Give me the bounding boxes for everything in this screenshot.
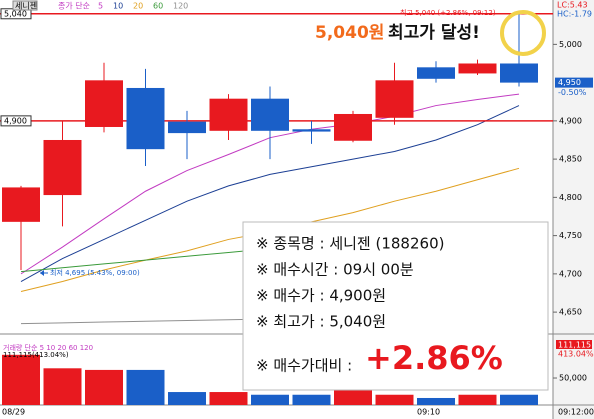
callout-price: 5,040원 (315, 23, 384, 43)
hline-label: 5,040 (4, 9, 27, 18)
legend-entry: 20 (133, 2, 143, 11)
stock-tab (12, 0, 38, 11)
candle-body (417, 67, 455, 79)
volume-current-box (556, 340, 592, 349)
lc: LC:5.43 (557, 1, 588, 10)
callout-text: 최고가 달성! (388, 22, 480, 43)
overlay: 세니젠 종가 단순 LC:5.43 HC:-1.79 최고 5,040 (+2.… (3, 0, 594, 417)
volume-bar (126, 369, 165, 405)
hc: HC:-1.79 (557, 10, 592, 19)
candle-body (334, 113, 372, 141)
y-tick-label: 50,000 (559, 374, 587, 383)
x-tick-label: 08/29 (2, 408, 25, 417)
volume-current-pct: 413.04% (558, 350, 594, 359)
volume-bar (334, 389, 372, 405)
candle-body (168, 121, 206, 134)
candle-body (85, 80, 123, 127)
y-tick-label: 5,000 (559, 40, 582, 49)
hline-label: 4,900 (4, 116, 27, 125)
info-line: ※ 매수가 : 4,900원 (256, 287, 386, 305)
candle-body (458, 63, 497, 74)
volume-bar (458, 394, 497, 405)
volume-bar (168, 392, 206, 405)
legend-entry: 120 (173, 2, 188, 11)
candle-body (251, 98, 289, 131)
candle-body (209, 98, 248, 131)
info-box (242, 221, 549, 391)
legend-entry: 60 (153, 2, 163, 11)
volume-bar (2, 354, 40, 405)
volume-bar (43, 368, 82, 405)
candle-body (43, 139, 82, 196)
y-tick-label: 4,700 (559, 269, 582, 278)
compare-label: ※ 매수가대비 : (256, 357, 352, 375)
y-tick-label: 4,750 (559, 231, 582, 240)
ma-line (20, 105, 520, 282)
volume-title: 거래량 단순 5 10 20 60 120 (3, 343, 93, 352)
info-lines: ※ 종목명 : 세니젠 (188260) ※ 매수시간 : 09시 00분 ※ 매수… (256, 235, 444, 331)
price-tag-label: 4,950 (558, 78, 581, 87)
candle-body (375, 80, 414, 118)
y-tick-label: 4,850 (559, 155, 582, 164)
volume-bar (375, 394, 414, 405)
volume-bar (251, 394, 289, 405)
legend-entry: 10 (113, 2, 123, 11)
low-arrow-head (40, 270, 44, 276)
info-line: ※ 매수시간 : 09시 00분 (256, 261, 414, 279)
volume-bar (209, 392, 248, 405)
volume-bar (85, 369, 123, 405)
right-axis-bg (553, 0, 594, 419)
price-tag (555, 77, 593, 88)
volume-current: 111,115 (558, 341, 591, 350)
candle-body (2, 187, 40, 222)
volume-info: 111,115(413.04%) (3, 351, 69, 359)
candle-body (126, 87, 165, 150)
info-line: ※ 종목명 : 세니젠 (188260) (256, 235, 444, 253)
hline-label-box (0, 115, 32, 127)
price-change: -0.50% (558, 88, 587, 97)
info-line: ※ 최고가 : 5,040원 (256, 313, 386, 331)
candle-body (500, 63, 538, 83)
cursor-time: 09:12:00 (558, 408, 594, 417)
highlight-circle (500, 10, 546, 56)
ma-prefix: 종가 단순 (58, 1, 90, 11)
y-tick-label: 4,650 (559, 308, 582, 317)
volume-bar (292, 394, 331, 405)
y-tick-label: 4,800 (559, 193, 582, 202)
low-note: 최저 4,695 (5.43%, 09:00) (50, 268, 140, 277)
x-tick-label: 09:10 (417, 408, 440, 417)
legend-entry: 5 (98, 2, 103, 11)
stock-name: 세니젠 (15, 1, 37, 11)
compare-value: +2.86% (365, 339, 503, 377)
high-note: 최고 5,040 (+2.86%, 09:12) (400, 8, 496, 17)
volume-bar (417, 397, 455, 405)
candle-body (292, 129, 331, 132)
y-tick-label: 4,900 (559, 116, 582, 125)
volume-bar (500, 394, 538, 405)
